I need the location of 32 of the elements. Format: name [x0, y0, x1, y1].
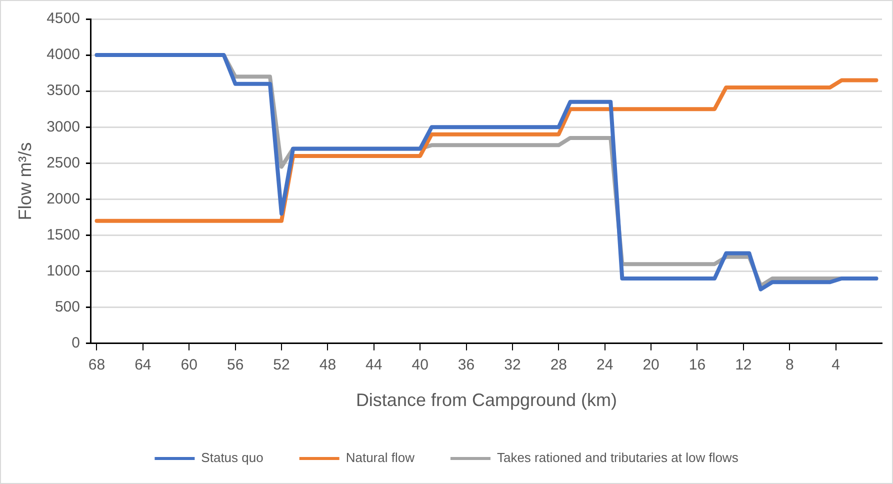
x-tick-label: 60	[180, 356, 198, 374]
x-tick-label: 4	[832, 356, 840, 374]
x-tick-label: 24	[596, 356, 614, 374]
y-tick-label: 2500	[46, 154, 80, 172]
y-tick-label: 2000	[46, 190, 80, 208]
x-tick-label: 32	[504, 356, 521, 374]
x-tick-label: 28	[550, 356, 568, 374]
y-tick-label: 3000	[46, 118, 80, 136]
x-tick-label: 64	[134, 356, 152, 374]
legend-label: Natural flow	[346, 450, 416, 466]
y-tick-label: 1000	[46, 262, 80, 280]
x-tick-label: 44	[366, 356, 382, 374]
y-axis-title: Flow m³/s	[14, 142, 35, 220]
legend-label: Status quo	[201, 450, 264, 466]
x-tick-label: 16	[688, 356, 706, 374]
x-tick-label: 52	[273, 356, 290, 374]
y-tick-label: 3500	[46, 82, 80, 100]
legend-label: Takes rationed and tributaries at low flows	[496, 450, 739, 466]
y-tick-label: 500	[54, 298, 80, 316]
x-tick-label: 40	[412, 356, 428, 374]
x-tick-label: 8	[785, 356, 794, 374]
y-tick-label: 4000	[46, 46, 80, 64]
x-tick-label: 68	[88, 356, 106, 374]
x-tick-label: 20	[642, 356, 660, 374]
y-tick-label: 4500	[46, 10, 80, 28]
x-tick-label: 48	[319, 356, 336, 374]
x-axis-title: Distance from Campground (km)	[356, 390, 618, 410]
y-tick-label: 1500	[46, 226, 80, 244]
y-tick-label: 0	[72, 334, 80, 352]
x-tick-label: 36	[458, 356, 475, 374]
x-tick-label: 12	[735, 356, 752, 374]
x-tick-label: 56	[226, 356, 244, 374]
